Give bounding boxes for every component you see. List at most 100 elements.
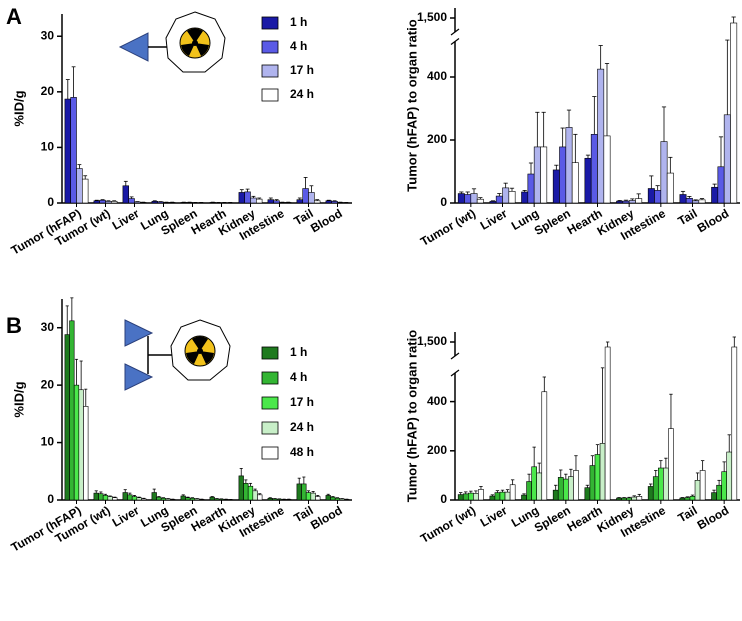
error-bar [240,190,244,193]
error-bar [637,194,641,199]
error-bar [654,470,657,476]
error-bar [506,490,509,492]
bar [210,497,215,500]
error-bar [535,112,539,147]
bar [268,200,274,203]
error-bar [124,490,127,493]
y-tick-label: 1,500 [417,334,447,348]
bar [268,498,273,500]
error-bar [70,298,73,321]
error-bar [719,137,723,167]
legend-swatch [262,447,278,459]
error-bar [554,485,557,490]
error-bar [656,186,660,191]
x-tick-label: Blood [308,503,344,532]
bar [309,192,315,203]
bar [458,194,464,203]
error-bar [249,483,252,486]
error-bar [733,337,736,347]
bar [598,69,604,203]
error-bar [574,456,577,471]
panel-label: B [6,313,22,338]
bar [717,485,722,500]
bar [591,134,597,203]
error-bar [472,189,476,194]
error-bar [124,181,128,185]
bar [99,494,104,500]
y-axis-label: Tumor (hFAP) to organ ratio [404,19,419,191]
legend-swatch [262,89,278,101]
error-bar [561,128,565,147]
bar [534,147,540,203]
error-bar [77,165,81,169]
error-bar [569,469,572,476]
bar [215,499,220,500]
bar [256,199,262,203]
y-tick-label: 20 [41,84,55,98]
bar [695,480,700,500]
error-bar [596,445,599,455]
bar [152,201,158,203]
legend-swatch [262,17,278,29]
bar [500,492,505,500]
bar [277,499,282,500]
error-bar [244,480,247,483]
bar [680,498,685,500]
error-bar [725,40,729,115]
bar [537,473,542,500]
bar [274,201,280,203]
bar [732,347,737,500]
bar [297,484,302,500]
bar [297,200,303,203]
x-tick-label: Tumor (wt) [418,206,478,249]
bar [94,201,100,203]
bar [123,493,128,500]
error-bar [80,361,83,390]
bar [123,186,129,203]
bar [129,199,135,203]
bar [572,163,578,203]
error-bar [95,491,98,493]
legend-label: 24 h [290,420,314,434]
bar [181,496,186,500]
bar [655,190,661,203]
bar [532,467,537,500]
bar [527,482,532,500]
bar [712,187,718,203]
bar [83,406,88,500]
bar [622,498,627,500]
error-bar [538,463,541,473]
bar [306,493,311,500]
bar [111,201,117,203]
bar [623,201,629,203]
bar [541,147,547,203]
legend-label: 48 h [290,445,314,459]
chart: Tumor (hFAP) to organ ratio02004001,500T… [404,8,741,249]
error-bar [717,480,720,485]
bar [690,496,695,500]
error-bar [542,112,546,147]
error-bar [466,192,470,195]
error-bar [304,177,308,188]
bar [195,499,200,500]
y-tick-label: 10 [41,140,55,154]
bar [663,468,668,500]
error-bar [543,377,546,392]
bar [463,494,468,500]
error-bar [474,491,477,493]
y-tick-label: 30 [41,28,55,42]
error-bar [649,176,653,189]
error-bar [84,389,87,406]
error-bar [479,486,482,489]
bar [553,170,559,203]
bar [132,497,137,500]
bar [490,496,495,500]
y-tick-label: 0 [440,492,447,506]
legend-swatch [262,422,278,434]
error-bar [497,194,501,197]
bar [478,489,483,500]
error-bar [712,490,715,492]
error-bar [681,191,685,194]
bar [509,191,515,203]
error-bar [511,480,514,485]
